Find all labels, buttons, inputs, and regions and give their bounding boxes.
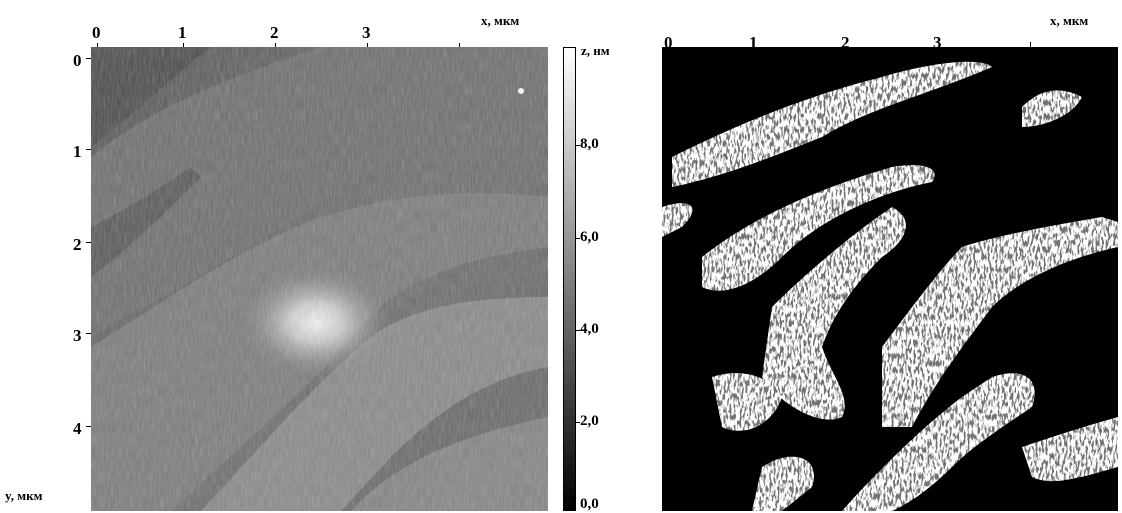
colorbar-tickmark <box>576 145 580 146</box>
afm-x-tick-2: 2 <box>270 23 279 42</box>
afm-y-tick-1: 1 <box>73 142 82 161</box>
bin-x-tickmark <box>1030 42 1031 47</box>
afm-y-tick-3: 3 <box>73 326 82 345</box>
bin-x-axis-label: x, мкм <box>1050 13 1089 28</box>
colorbar-label: z, нм <box>581 43 610 58</box>
afm-x-tickmark <box>183 43 184 48</box>
afm-x-tick-3: 3 <box>362 23 371 42</box>
colorbar-tick-label: 6,0 <box>580 229 599 245</box>
afm-y-tickmark <box>86 149 91 150</box>
afm-x-tick-1: 1 <box>178 23 187 42</box>
afm-x-tickmark <box>459 43 460 48</box>
colorbar-tick-label: 0,0 <box>580 496 599 512</box>
afm-y-axis-label: y, мкм <box>5 488 43 503</box>
colorbar-tick-label: 8,0 <box>580 136 599 152</box>
afm-x-tick-0: 0 <box>92 23 101 42</box>
afm-y-tickmark <box>86 426 91 427</box>
afm-x-tickmark <box>275 43 276 48</box>
afm-x-axis-label: x, мкм <box>481 13 520 28</box>
afm-y-tickmark <box>86 242 91 243</box>
colorbar-tick-label: 4,0 <box>580 321 599 337</box>
colorbar-gradient <box>563 47 576 511</box>
afm-y-tickmark <box>86 333 91 334</box>
colorbar-tickmark <box>576 422 580 423</box>
afm-y-tick-0: 0 <box>73 51 82 70</box>
bin-x-tick-1: 1 <box>749 33 758 52</box>
colorbar-tickmark <box>576 238 580 239</box>
colorbar-tick-label: 2,0 <box>580 413 599 429</box>
afm-y-tick-4: 4 <box>73 419 82 438</box>
afm-y-tickmark <box>86 58 91 59</box>
bin-x-tick-2: 2 <box>841 33 850 52</box>
afm-x-tickmark <box>97 43 98 48</box>
binary-threshold-image <box>662 47 1118 511</box>
afm-x-tickmark <box>367 43 368 48</box>
afm-topography-image <box>91 47 548 511</box>
bin-x-tick-3: 3 <box>933 33 942 52</box>
colorbar-tickmark <box>576 330 580 331</box>
bin-x-tick-0: 0 <box>664 33 673 52</box>
afm-y-tick-2: 2 <box>73 235 82 254</box>
